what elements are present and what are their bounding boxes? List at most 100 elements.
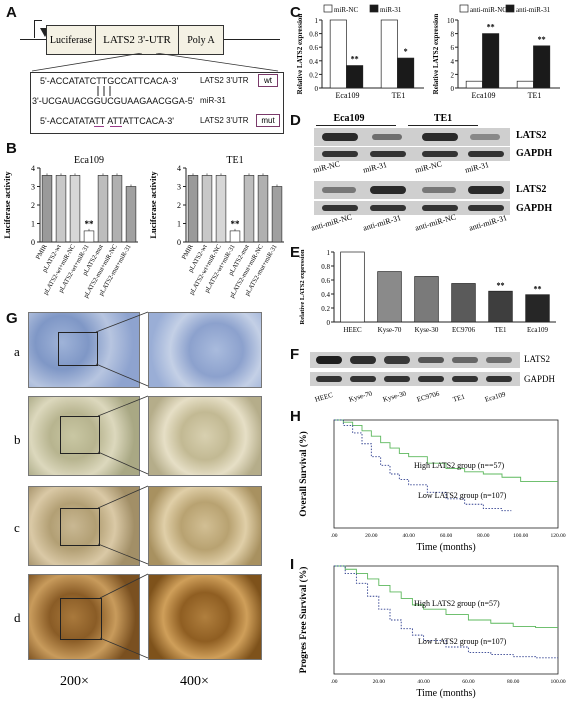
panel-letter-f: F xyxy=(290,346,300,363)
chart-c1-bar xyxy=(380,19,398,89)
blot-d-label-lats2-bottom: LATS2 xyxy=(516,184,547,195)
blot-d-lats2-top xyxy=(314,128,510,146)
chart-b2-bar xyxy=(201,175,213,243)
seq-tag-mir: miR-31 xyxy=(200,96,226,105)
promoter-stem xyxy=(34,20,35,38)
chart-c1-xtick-label: Eca109 xyxy=(336,91,360,100)
chart-c1-bar xyxy=(329,19,347,89)
chart-c2-ytick-label: 2 xyxy=(451,71,455,79)
blot-d-lane-2: miR-31 xyxy=(362,160,388,175)
blot-d-title-line-right xyxy=(408,125,478,126)
panel-letter-a: A xyxy=(6,4,17,21)
chart-b2-bar xyxy=(257,175,269,243)
chart-e-ytick-label: 0.6 xyxy=(321,277,330,285)
chart-b2-ytick-label: 0 xyxy=(177,238,181,247)
chart-h-xtick-label: 60.00 xyxy=(440,533,453,539)
zoom-line-right xyxy=(155,53,279,72)
chart-b2-ylabel: Luciferase activity xyxy=(148,171,158,239)
chart-i-xtick-label: 20.00 xyxy=(373,679,386,685)
seq-tag-wt: LATS2 3'UTR xyxy=(200,76,249,85)
chart-e-significance: ** xyxy=(534,285,542,294)
mut-underline-1 xyxy=(94,126,104,127)
magnification-200x: 200× xyxy=(60,674,89,689)
chart-b1-ytick-label: 2 xyxy=(31,201,35,210)
chart-e-ytick-label: 0.4 xyxy=(321,291,330,299)
chart-b2-ytick-label: 2 xyxy=(177,201,181,210)
chart-c2-ytick-label: 0 xyxy=(451,85,455,93)
seq-tag-mut: LATS2 3'UTR xyxy=(200,116,249,125)
chart-e-bar xyxy=(377,271,402,323)
blot-d-title-te1: TE1 xyxy=(433,113,453,124)
chart-e-bar xyxy=(525,294,550,323)
chart-c-left: 0 0.2 0.4 0.6 0.8 1 Relative LATS2 expression E… xyxy=(296,4,424,100)
chart-i-xtick-label: 60.00 xyxy=(462,679,475,685)
chart-c1-xtick-label: TE1 xyxy=(392,91,406,100)
chart-c2-bar xyxy=(533,45,551,89)
blot-f-lane-2: Kyse-70 xyxy=(348,389,374,404)
chart-i-xtick-label: .00 xyxy=(331,679,338,685)
chart-c1-ylabel: Relative LATS2 expression xyxy=(296,14,304,95)
lats2-utr-segment: LATS2 3'-UTR xyxy=(95,25,179,55)
chart-i-xtick-label: 100.00 xyxy=(550,679,565,685)
chart-e-xtick-label: TE1 xyxy=(494,326,507,334)
sequence-box xyxy=(30,72,284,134)
chart-b1-bar xyxy=(125,186,137,243)
chart-c2-ytick-label: 6 xyxy=(451,44,455,52)
blot-d-top-lane-labels: miR-NC miR-31 xyxy=(310,159,420,176)
chart-c2-legend-swatch xyxy=(459,4,469,13)
chart-e-xtick-label: Eca109 xyxy=(527,326,548,334)
chart-h: Overall Survival (%) .00 20.00 40.00 60.00 80… xyxy=(298,419,566,553)
chart-c1-bar xyxy=(346,65,364,89)
chart-h-frame xyxy=(333,419,559,529)
chart-c1-ytick-label: 0.8 xyxy=(309,31,318,39)
blot-d-label-gapdh-top: GAPDH xyxy=(516,148,553,159)
chart-b2-bar xyxy=(229,230,241,243)
chart-b2-ytick-label: 3 xyxy=(177,183,181,192)
blot-f-lats2 xyxy=(310,352,520,368)
panel-letter-h: H xyxy=(290,408,301,425)
blot-d-lane-3: miR-NC xyxy=(414,159,443,175)
chart-c2-ytick-label: 4 xyxy=(451,58,455,66)
chart-c1-ytick-label: 1 xyxy=(315,17,319,25)
chart-h-xtick-label: 100.00 xyxy=(513,533,528,539)
ihc-d-400x xyxy=(148,574,262,660)
chart-e-significance: ** xyxy=(497,281,505,290)
chart-i-xtick-label: 80.00 xyxy=(507,679,520,685)
ihc-b-zoom-box xyxy=(60,416,100,454)
chart-c1-bar xyxy=(397,57,415,89)
chart-b1-title: Eca109 xyxy=(74,155,104,166)
chart-c1-legend-swatch xyxy=(369,4,379,13)
chart-b2-bar xyxy=(215,175,227,243)
magnification-400x: 400× xyxy=(180,674,209,689)
chart-h-xlabel: Time (months) xyxy=(416,542,475,553)
chart-c1-ytick-label: 0.2 xyxy=(309,71,318,79)
chart-h-xtick-label: 40.00 xyxy=(402,533,415,539)
chart-h-xtick-label: 20.00 xyxy=(365,533,378,539)
chart-b1-bar xyxy=(41,175,53,243)
chart-i-frame xyxy=(333,565,559,675)
chart-c1-significance: ** xyxy=(351,55,359,64)
chart-i-label-low: Low LATS2 group (n=107) xyxy=(418,637,507,646)
blot-f-lane-5: TE1 xyxy=(452,392,466,404)
blot-d-lane-6: anti-miR-31 xyxy=(362,213,403,233)
chart-e-xtick-label: Kyse-70 xyxy=(378,326,402,334)
blot-f-lane-1: HEEC xyxy=(314,390,334,404)
wt-box: wt xyxy=(258,74,278,87)
ihc-a-400x xyxy=(148,312,262,388)
ihc-d-zoom-box xyxy=(60,598,102,640)
promoter-bar xyxy=(34,20,42,21)
chart-b1-ytick-label: 0 xyxy=(31,238,35,247)
chart-h-label-high: High LATS2 group (n==57) xyxy=(414,461,504,470)
chart-b2-xtick-label: PMIR xyxy=(181,243,195,261)
ihc-a-200x xyxy=(28,312,140,388)
chart-c1-legend-label: miR-31 xyxy=(380,6,402,14)
panel-letter-g: G xyxy=(6,310,18,327)
blot-f-lane-4: EC9706 xyxy=(416,389,441,404)
chart-e-ylabel: Relative LATS2 expression xyxy=(299,249,306,324)
blot-d-lane-8: anti-miR-31 xyxy=(468,213,509,233)
chart-b1-ytick-label: 4 xyxy=(31,164,35,173)
chart-b2-title: TE1 xyxy=(226,155,243,166)
chart-h-xtick-label: 80.00 xyxy=(477,533,490,539)
seq-line-wt: 5'-ACCATATCTTGCCATTCACA-3' xyxy=(40,76,179,86)
